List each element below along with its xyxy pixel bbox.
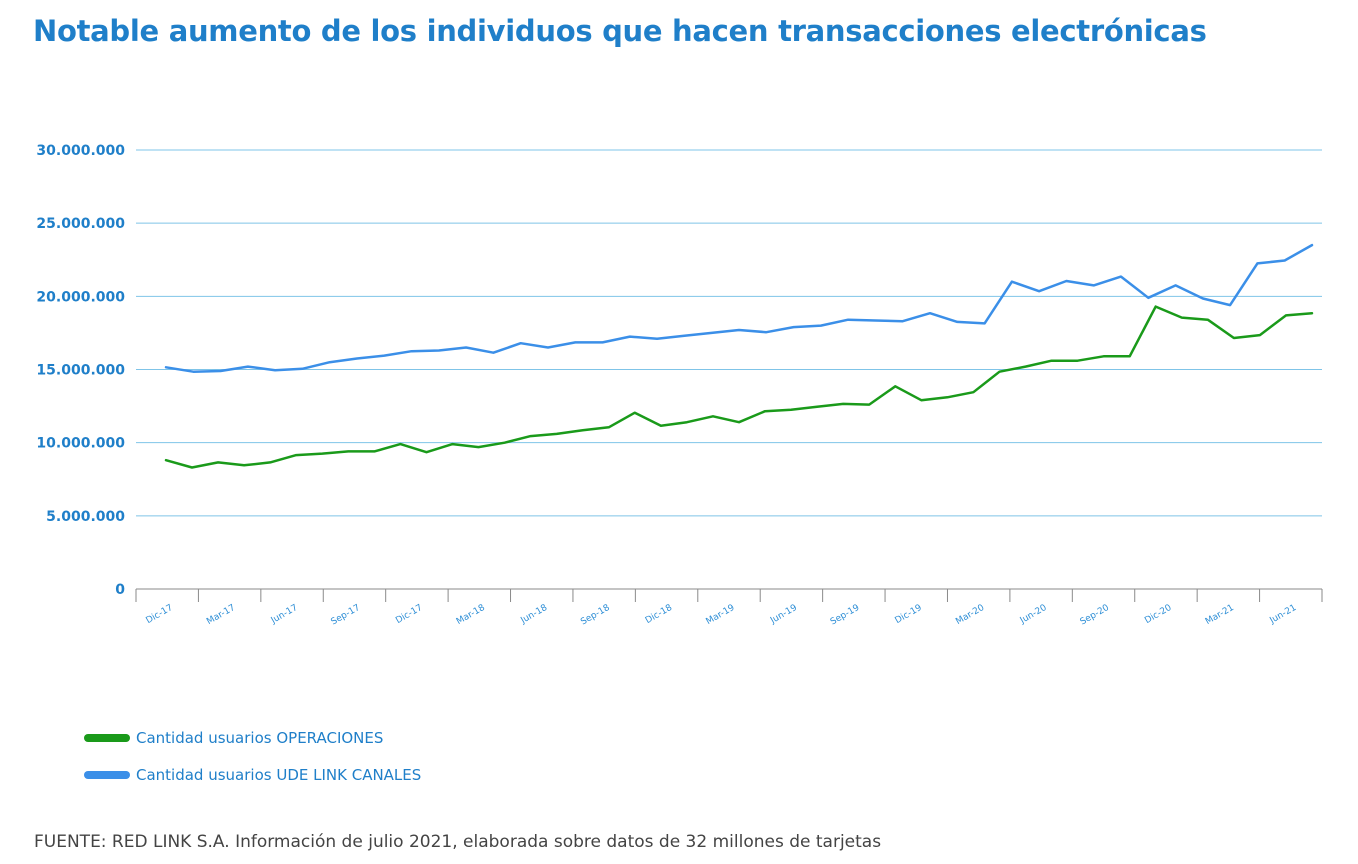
x-axis-ticks: Dic-17 Mar-17 Jun-17 Sep-17 Dic-17 Mar-18 Jun-… bbox=[145, 603, 1299, 628]
y-tick-label: 25.000.000 bbox=[36, 216, 125, 232]
x-tick-label: Sep-18 bbox=[579, 603, 612, 628]
x-tick-label: Mar-18 bbox=[455, 603, 487, 627]
series-lines bbox=[164, 243, 1314, 469]
legend-swatch-operaciones bbox=[84, 734, 130, 742]
x-axis bbox=[135, 588, 1323, 602]
series-line-canales bbox=[164, 243, 1314, 373]
x-tick-label: Dic-18 bbox=[644, 603, 674, 626]
x-tick-label: Mar-17 bbox=[205, 603, 237, 627]
x-tick-label: Jun-18 bbox=[518, 603, 549, 627]
legend-item-canales: Cantidad usuarios UDE LINK CANALES bbox=[84, 766, 421, 784]
y-tick-label: 30.000.000 bbox=[36, 143, 125, 159]
source-note: FUENTE: RED LINK S.A. Información de jul… bbox=[34, 832, 882, 852]
legend-item-operaciones: Cantidad usuarios OPERACIONES bbox=[84, 729, 383, 747]
x-tick-label: Dic-20 bbox=[1143, 603, 1173, 626]
x-tick-label: Sep-20 bbox=[1079, 603, 1112, 628]
x-tick-label: Jun-21 bbox=[1268, 603, 1299, 627]
y-tick-label: 10.000.000 bbox=[36, 436, 125, 452]
x-tick-label: Jun-20 bbox=[1018, 603, 1049, 627]
chart-title: Notable aumento de los individuos que ha… bbox=[33, 14, 1207, 48]
x-tick-label: Sep-17 bbox=[330, 603, 362, 627]
legend-label-canales: Cantidad usuarios UDE LINK CANALES bbox=[136, 766, 422, 784]
y-tick-label: 0 bbox=[115, 582, 125, 598]
y-axis-ticks: 0 5.000.000 10.000.000 15.000.000 20.000.000… bbox=[36, 143, 125, 598]
legend-label-operaciones: Cantidad usuarios OPERACIONES bbox=[136, 729, 384, 747]
x-tick-label: Mar-19 bbox=[705, 603, 737, 627]
x-tick-label: Mar-20 bbox=[954, 603, 986, 627]
y-tick-label: 5.000.000 bbox=[46, 509, 125, 525]
legend-swatch-canales bbox=[84, 771, 130, 779]
x-tick-label: Sep-19 bbox=[829, 603, 862, 628]
x-tick-label: Dic-17 bbox=[394, 603, 424, 626]
y-tick-label: 20.000.000 bbox=[36, 289, 125, 305]
x-tick-label: Jun-19 bbox=[768, 603, 799, 627]
series-line-operaciones bbox=[164, 305, 1314, 469]
y-tick-label: 15.000.000 bbox=[36, 363, 125, 379]
grid-lines bbox=[136, 149, 1322, 517]
x-tick-label: Dic-17 bbox=[145, 603, 175, 626]
x-tick-label: Dic-19 bbox=[894, 603, 924, 626]
x-tick-label: Mar-21 bbox=[1204, 603, 1236, 627]
x-tick-label: Jun-17 bbox=[269, 603, 300, 627]
